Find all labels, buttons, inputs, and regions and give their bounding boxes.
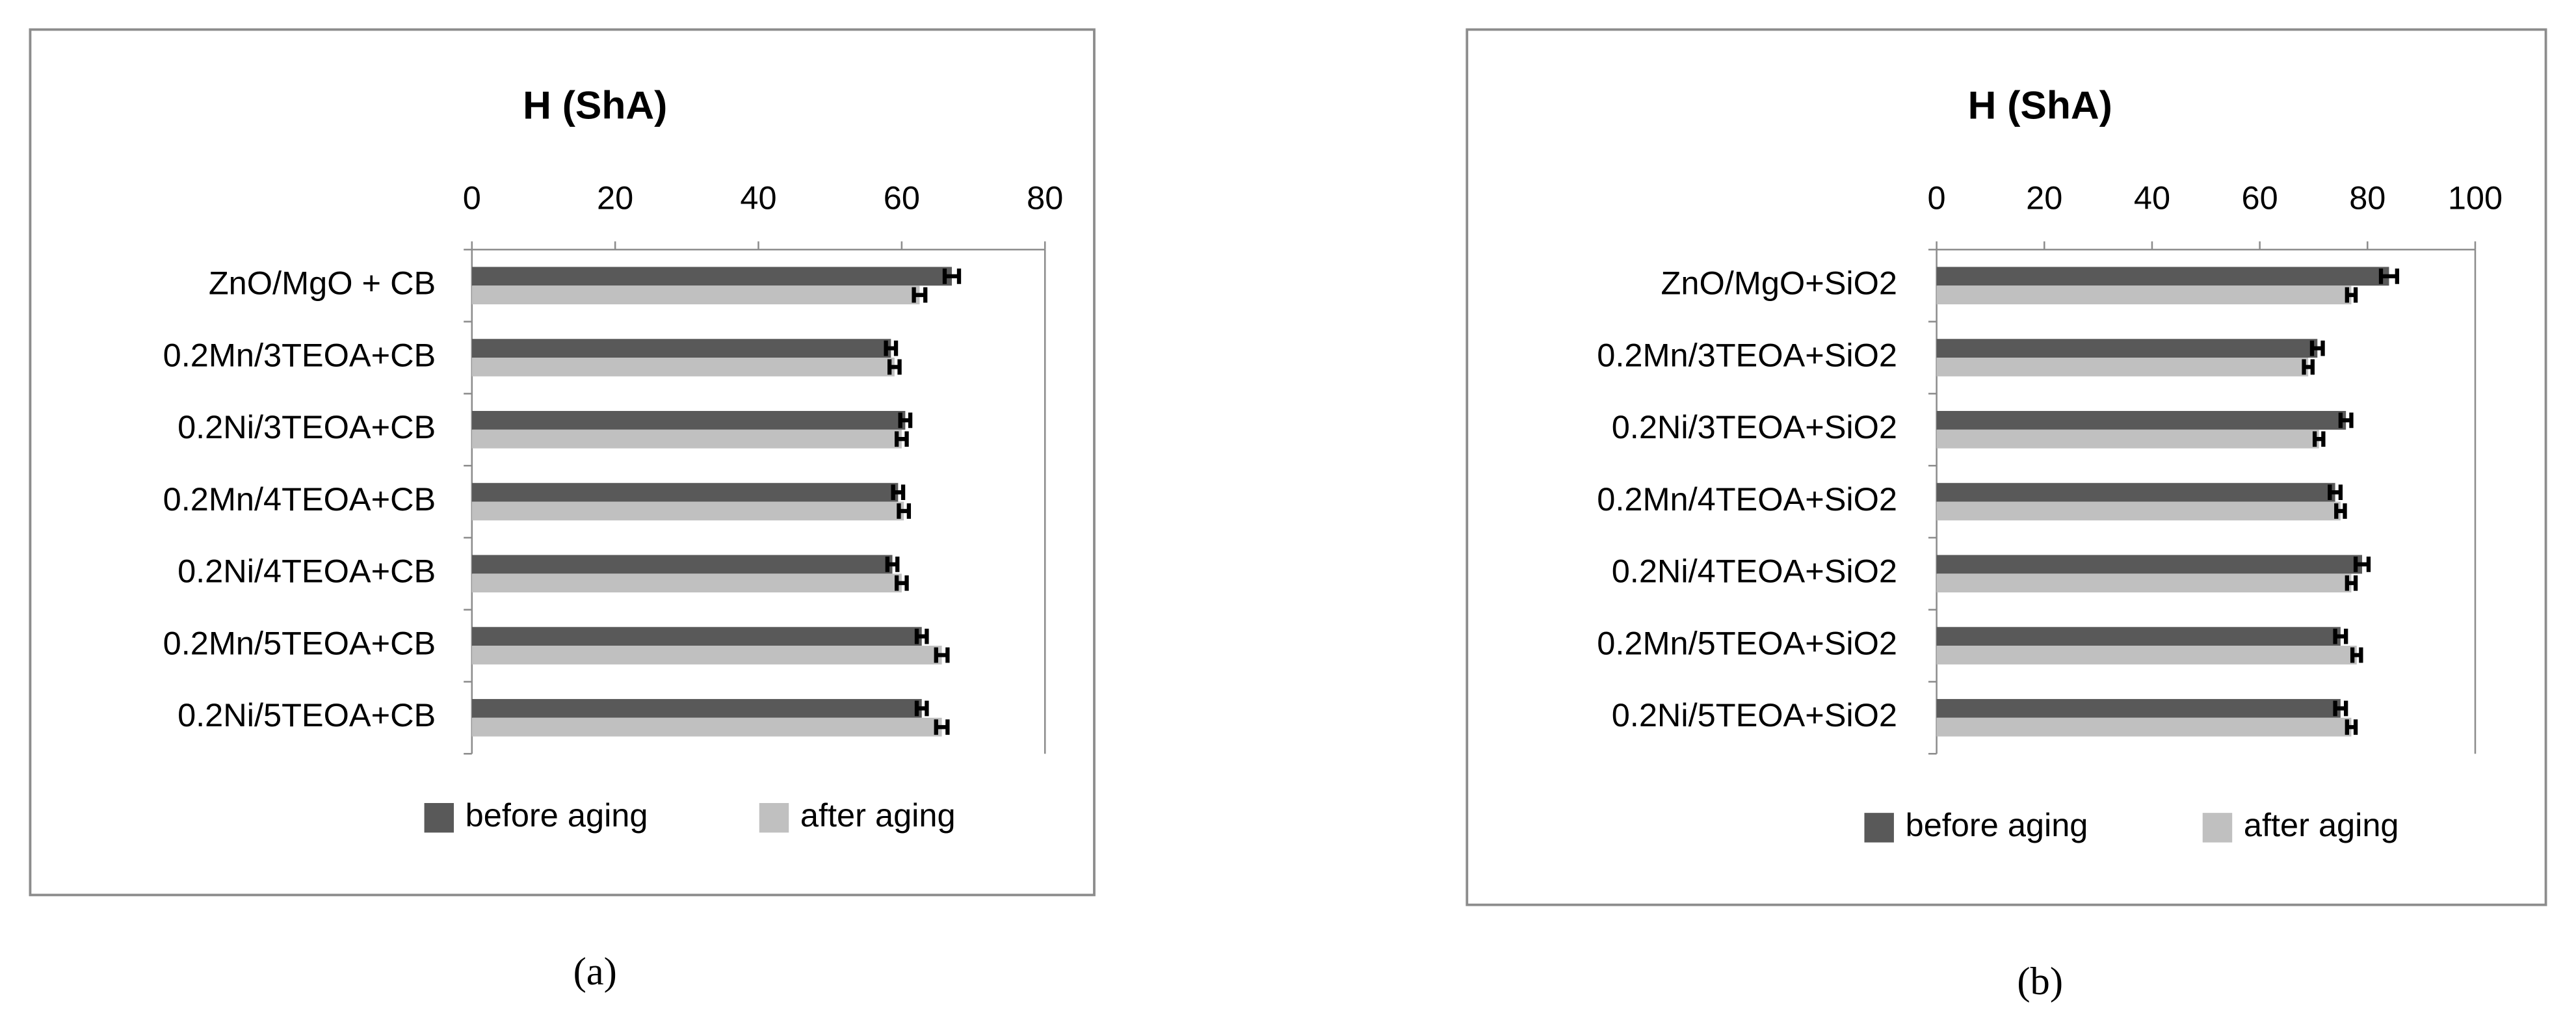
legend-label: before aging [466, 797, 648, 834]
x-tick-label: 40 [2134, 179, 2170, 216]
bar [471, 717, 942, 737]
error-bar [2353, 557, 2371, 572]
x-tick-label: 20 [2026, 179, 2062, 216]
bar [471, 429, 902, 449]
y-tick-label: 0.2Mn/3TEOA+SiO2 [1597, 336, 1897, 373]
caption: (b) [2017, 960, 2063, 1003]
bar [471, 339, 891, 358]
bar [471, 358, 895, 376]
error-bar [884, 340, 899, 356]
error-bar [2345, 287, 2358, 303]
legend-label: before aging [1906, 806, 2088, 843]
bar [1936, 482, 2335, 502]
error-bar [2302, 359, 2315, 375]
x-tick-label: 20 [597, 179, 633, 216]
error-bar [2334, 503, 2347, 519]
error-bar [2328, 484, 2343, 501]
y-tick-label: 0.2Mn/4TEOA+SiO2 [1597, 481, 1897, 518]
error-bar [934, 647, 950, 663]
y-tick-label: 0.2Ni/3TEOA+CB [177, 408, 436, 445]
y-tick-label: 0.2Mn/5TEOA+CB [163, 624, 436, 661]
error-bar [2309, 340, 2325, 356]
x-tick-label: 100 [2448, 179, 2503, 216]
bar [1936, 429, 2319, 449]
y-tick-label: 0.2Mn/3TEOA+CB [163, 336, 436, 373]
error-bar [887, 359, 902, 375]
bar [471, 410, 906, 430]
error-bar [885, 557, 900, 572]
bar [471, 501, 904, 521]
legend-label: after aging [800, 797, 956, 834]
bar [1936, 573, 2352, 593]
error-bar [914, 628, 929, 644]
bar [1936, 285, 2352, 305]
error-bar [2338, 412, 2354, 428]
bar [471, 555, 893, 574]
chart-frame [29, 28, 1096, 897]
chart-title: H (ShA) [1968, 83, 2112, 127]
bar [1936, 410, 2346, 430]
legend-swatch [424, 802, 454, 833]
error-bar [2345, 719, 2358, 735]
y-tick-label: 0.2Ni/4TEOA+SiO2 [1612, 553, 1897, 590]
bar [471, 482, 899, 502]
bar [471, 573, 902, 593]
error-bar [2345, 575, 2358, 591]
y-tick-label: 0.2Mn/5TEOA+SiO2 [1597, 624, 1897, 661]
x-tick-label: 0 [463, 179, 481, 216]
bar [471, 699, 922, 718]
bar [1936, 699, 2341, 718]
error-bar [891, 484, 906, 501]
y-tick-label: 0.2Ni/4TEOA+CB [177, 553, 436, 590]
x-tick-label: 80 [2349, 179, 2385, 216]
x-tick-label: 80 [1027, 179, 1063, 216]
bar [471, 267, 952, 286]
error-bar [898, 412, 913, 428]
error-bar [897, 503, 912, 519]
x-tick-label: 40 [740, 179, 776, 216]
error-bar [2333, 700, 2348, 717]
bar [1936, 339, 2318, 358]
bar [471, 646, 942, 665]
error-bar [934, 719, 950, 735]
error-bar [2350, 647, 2363, 663]
bar [1936, 267, 2389, 286]
y-tick-label: 0.2Ni/3TEOA+SiO2 [1612, 408, 1897, 445]
error-bar [894, 431, 909, 447]
bar [1936, 646, 2357, 665]
bar [471, 285, 920, 305]
y-tick-label: ZnO/MgO+SiO2 [1661, 265, 1897, 302]
bar [1936, 627, 2341, 646]
bar [1936, 555, 2363, 574]
error-bar [2333, 628, 2348, 644]
chart-frame [1465, 28, 2547, 906]
x-tick-label: 60 [884, 179, 920, 216]
bar [1936, 717, 2352, 737]
y-tick-label: 0.2Mn/4TEOA+CB [163, 481, 436, 518]
y-tick-label: 0.2Ni/5TEOA+SiO2 [1612, 696, 1897, 733]
y-tick-label: ZnO/MgO + CB [209, 265, 436, 302]
y-tick-label: 0.2Ni/5TEOA+CB [177, 696, 436, 733]
error-bar [912, 287, 928, 303]
legend-swatch [2202, 813, 2233, 843]
x-tick-label: 0 [1928, 179, 1946, 216]
legend-label: after aging [2244, 806, 2399, 843]
error-bar [2312, 431, 2326, 447]
error-bar [2378, 268, 2400, 284]
legend-swatch [1864, 813, 1894, 843]
chart-title: H (ShA) [523, 83, 667, 127]
caption: (a) [573, 950, 617, 994]
x-tick-label: 60 [2242, 179, 2278, 216]
error-bar [914, 700, 929, 717]
bar [471, 627, 922, 646]
legend-swatch [759, 802, 789, 833]
error-bar [942, 268, 962, 284]
bar [1936, 501, 2341, 521]
bar [1936, 358, 2309, 376]
error-bar [894, 575, 909, 591]
